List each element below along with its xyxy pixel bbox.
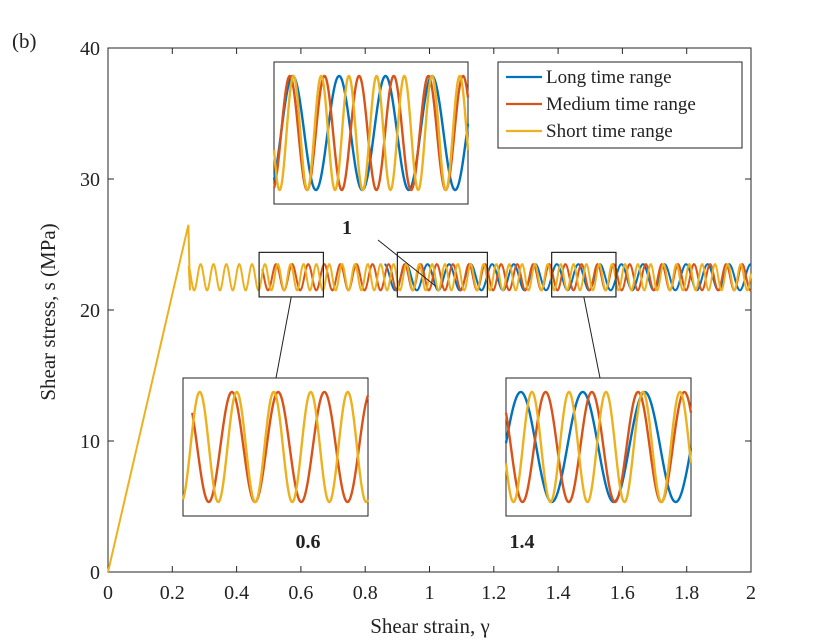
x-tick-label: 0.8 xyxy=(353,582,378,604)
x-tick-label: 0.2 xyxy=(160,582,185,604)
x-tick-label: 1.2 xyxy=(481,582,506,604)
y-tick-label: 40 xyxy=(80,38,100,60)
x-tick-label: 0.6 xyxy=(288,582,313,604)
y-tick-label: 20 xyxy=(80,300,100,322)
legend-entry: Medium time range xyxy=(546,94,696,115)
zoom-connector xyxy=(275,296,292,379)
zoom-connector xyxy=(583,296,601,379)
zoom-inset-label: 1.4 xyxy=(510,531,535,553)
x-tick-label: 2 xyxy=(746,582,756,604)
x-tick-label: 1 xyxy=(425,582,435,604)
inset-series-line-3 xyxy=(181,390,370,504)
x-tick-label: 0 xyxy=(103,582,113,604)
legend-entry: Long time range xyxy=(546,67,672,88)
series-line-3 xyxy=(107,224,752,573)
inset-series-line-2 xyxy=(191,390,370,504)
inset-series-line-3 xyxy=(272,74,470,192)
x-tick-label: 1.4 xyxy=(546,582,571,604)
inset-series-line-3 xyxy=(504,390,693,504)
panel-label: (b) xyxy=(12,29,37,53)
y-tick-label: 30 xyxy=(80,169,100,191)
y-tick-label: 10 xyxy=(80,431,100,453)
zoom-inset-label: 0.6 xyxy=(296,531,321,553)
inset-series-line-1 xyxy=(504,390,693,504)
y-tick-label: 0 xyxy=(90,562,100,584)
zoom-inset-label: 1 xyxy=(342,217,352,239)
x-tick-label: 0.4 xyxy=(224,582,249,604)
x-tick-label: 1.6 xyxy=(610,582,635,604)
x-axis-label: Shear strain, γ xyxy=(370,614,490,638)
legend-entry: Short time range xyxy=(546,121,673,142)
zoom-connector xyxy=(377,239,437,287)
zoom-box xyxy=(396,251,488,298)
x-tick-label: 1.8 xyxy=(674,582,699,604)
y-axis-label: Shear stress, s (MPa) xyxy=(36,223,60,400)
